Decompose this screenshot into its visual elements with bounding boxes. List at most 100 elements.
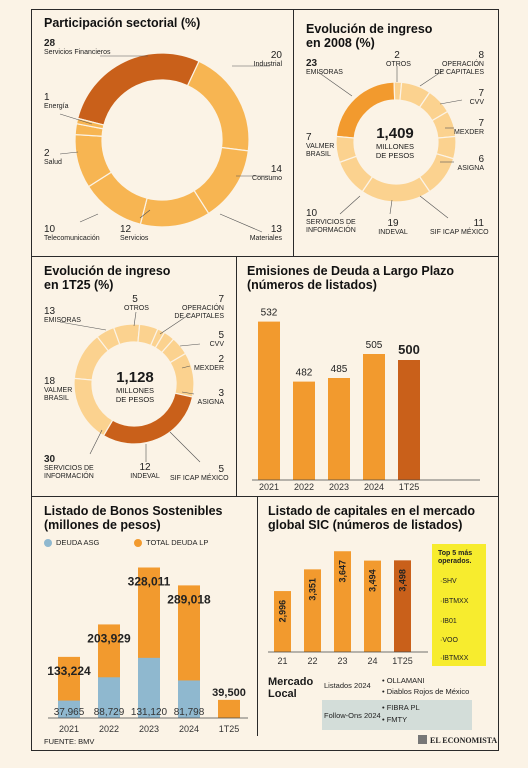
leader-line-19: [159, 313, 191, 335]
bonos-asg-label-2022: 88,729: [94, 707, 125, 718]
bonos-total-label-2021: 133,224: [47, 664, 91, 678]
d2-label-emisoras: 23 EMISORAS: [306, 58, 343, 76]
divider-vertical-bottom: [257, 496, 258, 736]
leader-line-21: [181, 365, 191, 369]
label-materiales: 13 Materiales: [249, 224, 282, 242]
emisiones-value-2024: 505: [366, 340, 383, 351]
top5-item-2: ·IBTMXX: [440, 598, 469, 605]
d2-label-asigna: 6 ASIGNA: [457, 154, 484, 172]
d3-label-asigna: 3 ASIGNA: [197, 388, 224, 406]
leader-line-10: [419, 69, 445, 87]
followons-box: [322, 700, 472, 730]
d2-label-indeval: 19 INDEVAL: [378, 218, 408, 236]
leader-line-17: [59, 321, 107, 331]
sic-value-21: 2,996: [278, 600, 288, 623]
emisiones-bar-1T25: [398, 360, 420, 480]
ingreso1t25-slice-indeval: [169, 352, 195, 398]
leader-line-20: [179, 343, 201, 347]
bonos-total-label-2024: 289,018: [167, 592, 211, 606]
bonos-total-label-2023: 328,011: [128, 575, 171, 589]
emisiones-value-2021: 532: [261, 308, 278, 319]
bonos-tick-1T25: 1T25: [219, 724, 240, 734]
label-salud: 2 Salud: [44, 148, 62, 166]
d2-center-unit-1: MILLONES: [376, 142, 414, 151]
bonos-tick-2022: 2022: [99, 724, 119, 734]
leader-line-16: [339, 195, 361, 215]
emisiones-tick-2024: 2024: [364, 482, 384, 492]
legend-dot-total: [134, 539, 142, 548]
bonos-bar-asg-2022: [98, 677, 120, 718]
d3-label-emisoras: 13 EMISORAS: [44, 306, 81, 324]
logo-el-economista: EL ECONOMISTA: [430, 736, 498, 745]
ingreso2008-title-line2: en 2008 (%): [306, 36, 375, 50]
d2-center-value: 1,409: [376, 125, 414, 142]
d3-label-cvv: 5 CVV: [209, 330, 224, 348]
emisiones-tick-2023: 2023: [329, 482, 349, 492]
listados-2024-label: Listados 2024: [324, 681, 371, 690]
leader-line-2: [59, 113, 93, 125]
emisiones-bar-2021: [258, 321, 280, 480]
ingreso1t25-title-line2: en 1T25 (%): [44, 278, 114, 292]
leader-line-6: [139, 209, 151, 219]
ingreso2008-title: Evolución de ingreso en 2008 (%): [306, 22, 432, 50]
label-consumo: 14 Consumo: [252, 164, 282, 182]
ingreso2008-title-line1: Evolución de ingreso: [306, 22, 433, 36]
bonos-asg-label-2024: 81,798: [174, 707, 205, 718]
top5-title: Top 5 más operados.: [438, 550, 473, 565]
sic-bar-1T25: [394, 560, 411, 652]
top5-item-3: ·IB01: [440, 618, 457, 625]
emisiones-title-line2: (números de listados): [247, 278, 377, 292]
d2-center-unit-2: DE PESOS: [375, 151, 415, 160]
bonos-asg-label-2021: 37,965: [54, 707, 85, 718]
d2-center: 1,409 MILLONES DE PESOS: [360, 125, 430, 161]
emisiones-value-2023: 485: [331, 364, 348, 375]
d3-label-operacion: 7 OPERACIÓN DE CAPITALES: [174, 294, 224, 320]
sic-value-23: 3,647: [338, 560, 348, 583]
bonos-tick-2023: 2023: [139, 724, 159, 734]
top5-item-4: ·VOO: [440, 637, 458, 644]
d3-label-valmer: 18 VALMER BRASIL: [44, 376, 73, 402]
bonos-tick-2024: 2024: [179, 724, 199, 734]
sic-tick-24: 24: [367, 656, 377, 666]
top5-item-5: ·IBTMXX: [440, 655, 469, 662]
sic-value-1T25: 3,498: [398, 569, 408, 592]
sic-bar-21: [274, 591, 291, 652]
leader-line-22: [181, 391, 195, 395]
d2-label-valmer: 7 VALMER BRASIL: [306, 132, 335, 158]
ingreso1t25-title: Evolución de ingreso en 1T25 (%): [44, 264, 170, 292]
source-note: FUENTE: BMV: [44, 737, 95, 746]
top5-item-1: ·SHV: [440, 578, 457, 585]
label-industrial: 20 Industrial: [253, 50, 282, 68]
emisiones-value-1T25: 500: [398, 342, 420, 357]
label-energia: 1 Energía: [44, 92, 69, 110]
bonos-tick-2021: 2021: [59, 724, 79, 734]
d3-center-unit-1: MILLONES: [116, 386, 154, 395]
d3-label-indeval: 12 INDEVAL: [130, 462, 160, 480]
listado-ollamani: • OLLAMANI: [382, 676, 425, 685]
followon-fibra-pl: • FIBRA PL: [382, 703, 420, 712]
sic-title-line1: Listado de capitales en el mercado: [268, 504, 476, 518]
bonos-title: Listado de Bonos Sostenibles (millones d…: [44, 504, 223, 532]
leader-line-25: [89, 429, 103, 455]
emisiones-title-line1: Emisiones de Deuda a Largo Plazo: [247, 264, 455, 278]
leader-line-5: [79, 213, 99, 223]
divider-horizontal-2: [31, 496, 498, 497]
divider-vertical-top: [293, 9, 294, 256]
emisiones-value-2022: 482: [296, 368, 313, 379]
leader-line-23: [169, 431, 201, 463]
d3-center: 1,128 MILLONES DE PESOS: [100, 370, 170, 405]
bonos-bar-asg-2023: [138, 657, 160, 718]
logo-box: [418, 735, 427, 744]
label-servicios: 12 Servicios: [120, 224, 149, 242]
leader-line-8: [317, 71, 353, 97]
sic-value-24: 3,494: [368, 569, 378, 592]
emisiones-bar-2024: [363, 354, 385, 480]
bonos-asg-label-2023: 131,120: [131, 707, 168, 718]
bonos-title-line1: Listado de Bonos Sostenibles: [44, 504, 223, 518]
ingreso1t25-title-line1: Evolución de ingreso: [44, 264, 171, 278]
leader-line-18: [133, 311, 137, 327]
sic-tick-1T25: 1T25: [392, 656, 413, 666]
ingreso1t25-slice-valmer-brasil: [73, 377, 114, 437]
bonos-bar-total-1T25: [218, 699, 240, 718]
